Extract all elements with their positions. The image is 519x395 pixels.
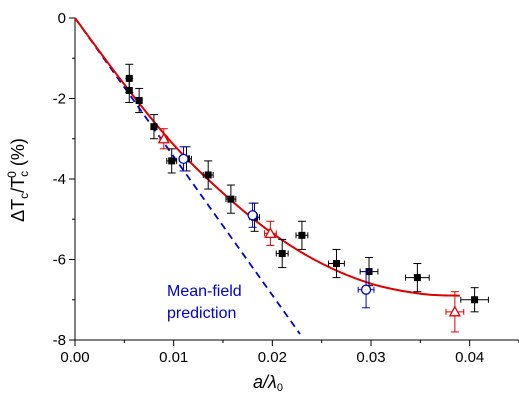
y-tick-label: -4 <box>53 171 66 188</box>
marker-square <box>135 97 143 105</box>
y-axis-label: ΔTc/Tc0 (%) <box>5 138 31 222</box>
y-label-part-4: c <box>17 171 31 177</box>
data-point-filled-square <box>275 238 289 269</box>
y-label-part-6: (%) <box>8 138 28 171</box>
data-point-filled-square <box>405 263 430 293</box>
marker-circle <box>178 153 189 165</box>
x-axis-label-main: a/λ <box>253 372 277 392</box>
mean-field-line <box>74 17 301 335</box>
data-point-filled-square <box>135 87 144 114</box>
marker-square <box>168 157 176 165</box>
marker-square <box>125 86 133 94</box>
marker-circle <box>247 210 258 221</box>
marker-square <box>227 195 235 203</box>
data-point-filled-square <box>166 148 178 174</box>
annotation-line-1: Mean-field <box>167 283 242 300</box>
y-tick-label: 0 <box>58 10 66 27</box>
y-tick-label: -2 <box>53 91 66 108</box>
marker-square <box>413 274 421 282</box>
data-point-open-triangle <box>157 128 170 150</box>
marker-triangle <box>157 132 170 144</box>
data-point-open-triangle <box>263 220 277 246</box>
marker-square <box>204 171 212 179</box>
y-label-part-2: c <box>17 193 31 199</box>
data-point-filled-square <box>125 77 134 104</box>
data-point-filled-square <box>202 160 214 190</box>
lines-layer <box>74 17 460 335</box>
x-tick-label: 0.01 <box>159 349 188 366</box>
annotation-line-2: prediction <box>167 305 236 322</box>
data-point-open-triangle <box>445 291 465 333</box>
fit-curve <box>74 17 460 297</box>
marker-triangle <box>448 305 461 317</box>
data-point-filled-square <box>328 248 345 279</box>
x-axis-label-sub: 0 <box>277 382 283 394</box>
x-tick-label: 0.02 <box>258 349 287 366</box>
data-point-open-circle <box>247 202 258 228</box>
x-tick-label: 0.03 <box>356 349 385 366</box>
x-tick-label: 0.04 <box>455 349 484 366</box>
y-label-part-1: ΔT <box>8 199 28 222</box>
marker-square <box>150 123 158 131</box>
data-point-filled-square <box>225 184 237 214</box>
marker-square <box>471 296 479 304</box>
x-axis-label: a/λ0 <box>253 372 283 394</box>
marker-square <box>278 249 286 257</box>
marker-square <box>298 231 306 239</box>
points-layer <box>125 63 489 333</box>
marker-circle <box>360 284 372 295</box>
data-point-open-circle <box>357 271 375 309</box>
marker-triangle <box>264 226 277 238</box>
axes-layer: 0.00 0.01 0.02 0.03 0.04 0 -2 -4 -6 -8 <box>53 10 519 366</box>
x-tick-label: 0.00 <box>60 349 89 366</box>
marker-square <box>332 260 340 268</box>
y-tick-label: -8 <box>53 332 66 349</box>
data-point-filled-square <box>295 220 309 250</box>
y-label-part-3: /T <box>8 177 28 193</box>
data-point-open-circle <box>178 146 189 172</box>
data-point-filled-square <box>149 114 158 140</box>
data-point-filled-square <box>460 287 489 313</box>
y-label-part-5: 0 <box>5 171 19 178</box>
y-tick-label: -6 <box>53 252 66 269</box>
